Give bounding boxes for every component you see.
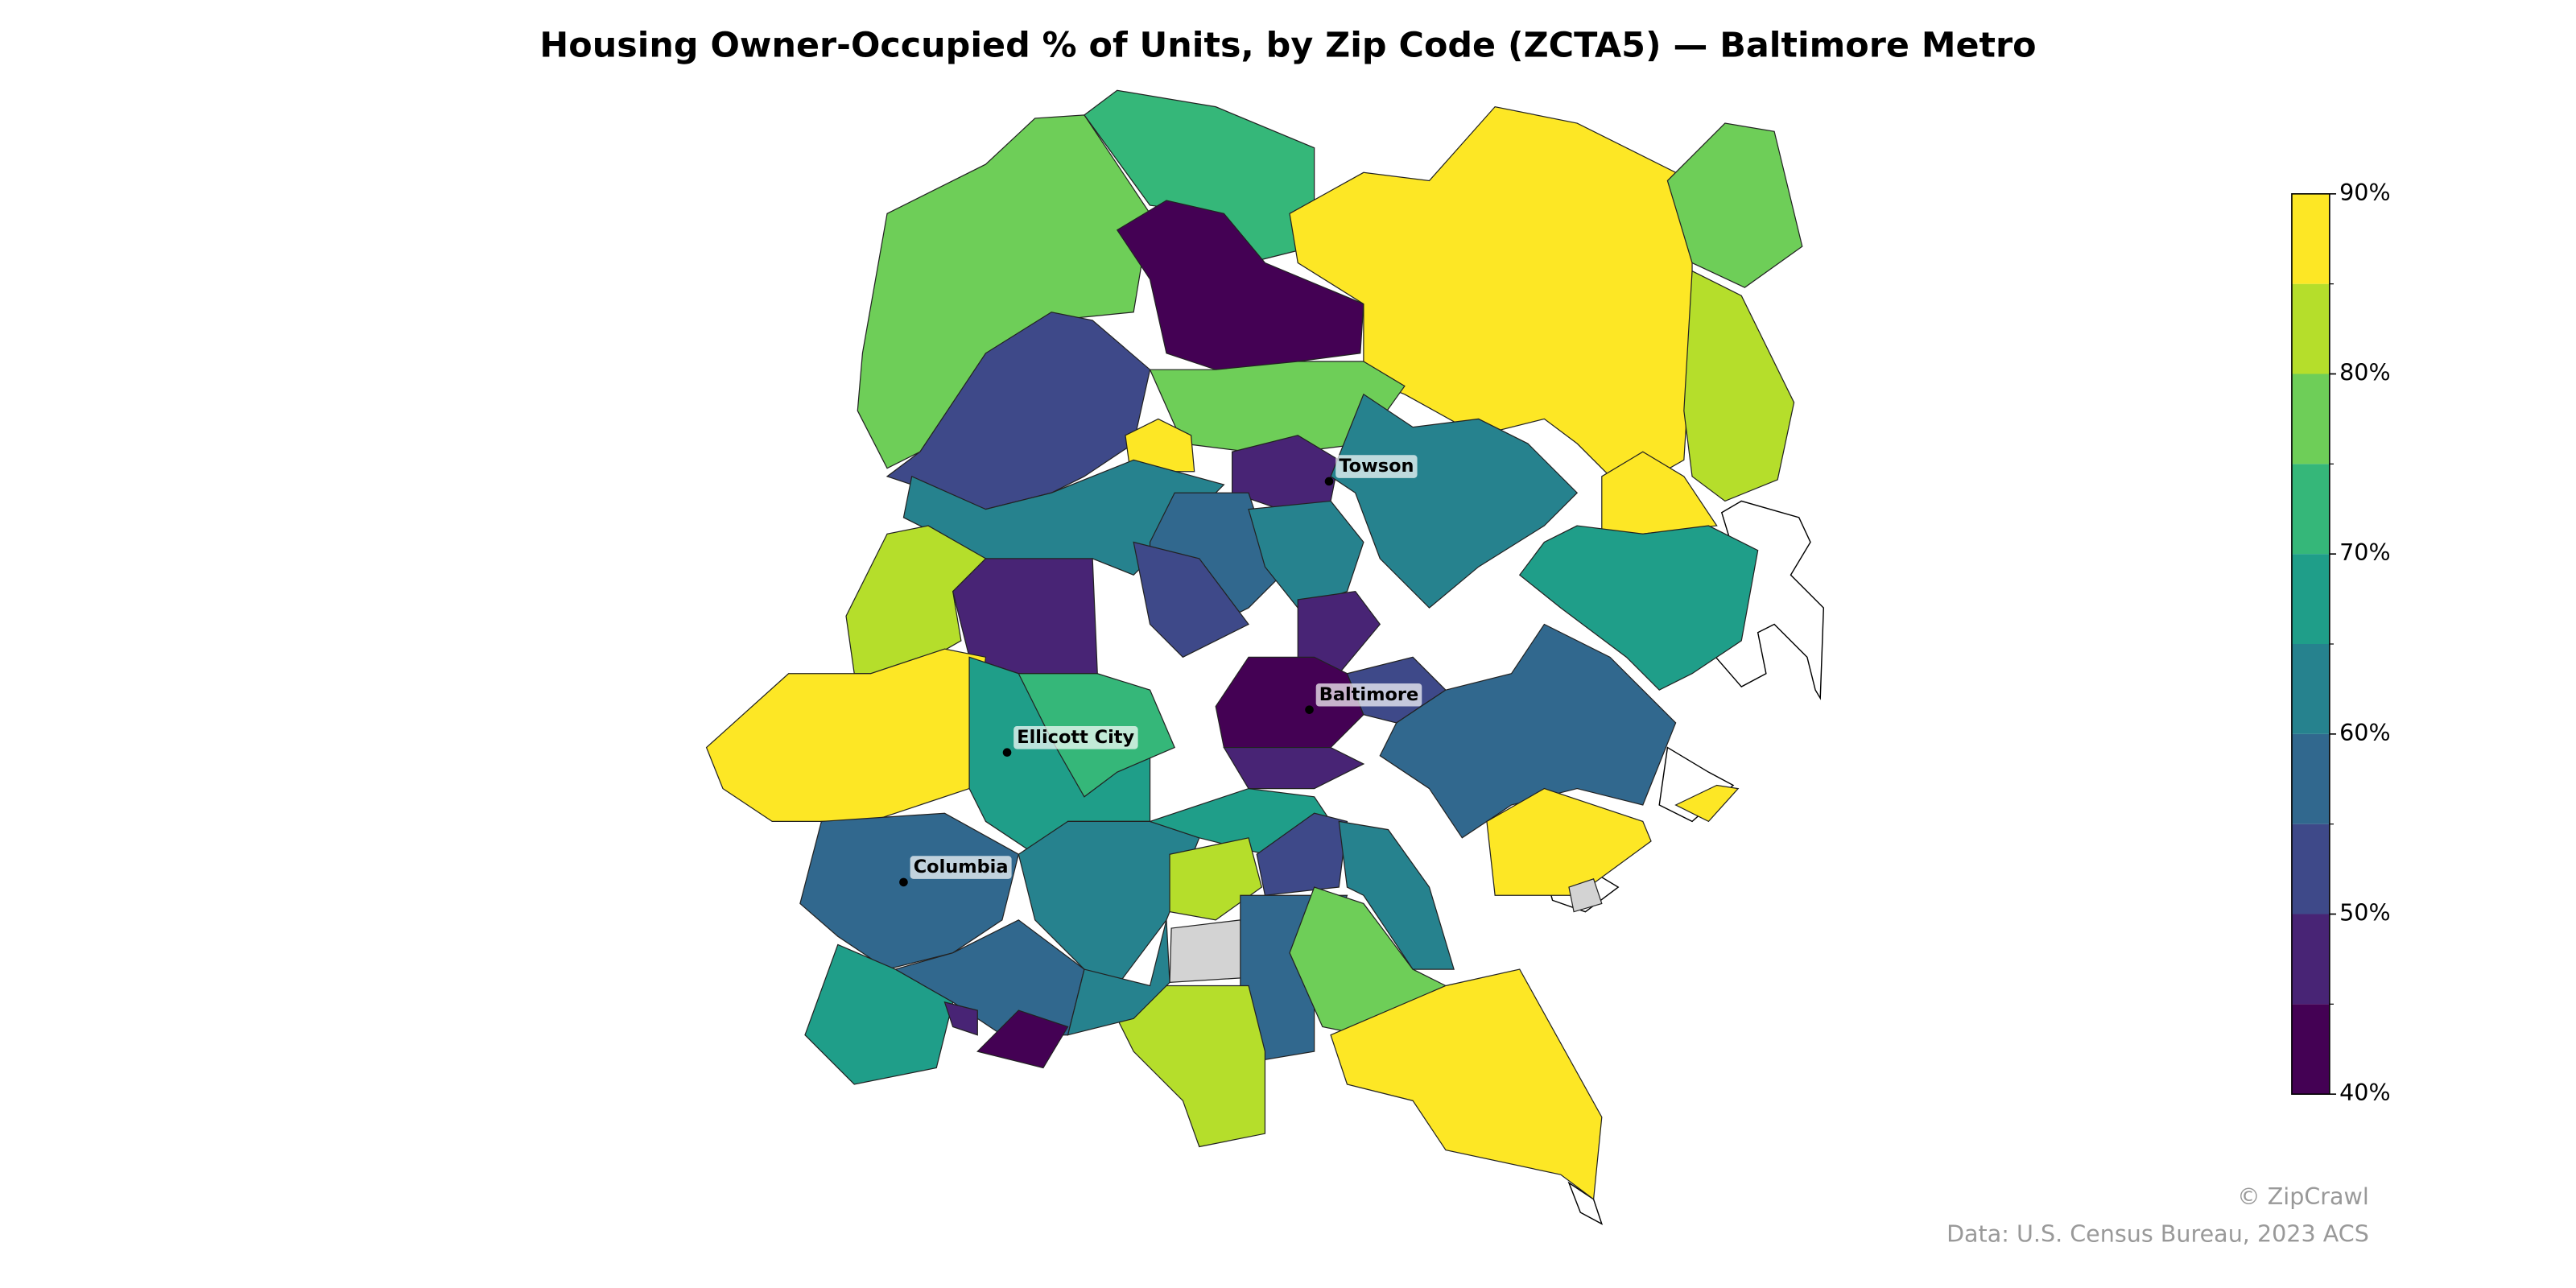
city-dot	[1305, 705, 1314, 714]
zip-region	[1116, 200, 1364, 370]
zip-region	[1297, 591, 1381, 675]
zip-region	[1674, 784, 1740, 823]
zip-region	[1486, 787, 1652, 896]
colorbar-tick-label: 50%	[2339, 899, 2390, 927]
city-label-box	[910, 856, 1012, 879]
outline	[1567, 1181, 1604, 1225]
colorbar-bin	[2291, 193, 2330, 284]
zip-region	[705, 648, 987, 823]
colorbar-tick-label: 40%	[2339, 1079, 2390, 1106]
colorbar-bin	[2291, 554, 2330, 644]
city-dot	[1324, 477, 1334, 486]
zip-region	[1223, 746, 1365, 790]
credit: © ZipCrawl	[2237, 1183, 2369, 1210]
zip-region	[976, 1009, 1069, 1069]
city-label-box	[1315, 683, 1422, 707]
zip-region	[1330, 393, 1579, 609]
city-label: Baltimore	[1319, 684, 1418, 705]
colorbar-frame	[2291, 193, 2330, 1095]
zip-region	[1289, 886, 1447, 1036]
zip-region	[1169, 919, 1249, 984]
city-label: Towson	[1339, 456, 1414, 477]
city-label-box	[1335, 455, 1418, 478]
zip-region	[1169, 837, 1263, 921]
cities: Towson Baltimore Ellicott City Columbia	[899, 455, 1422, 887]
zip-region	[1116, 985, 1266, 1148]
zip-region	[1338, 820, 1455, 970]
credit: Data: U.S. Census Bureau, 2023 ACS	[1946, 1220, 2369, 1248]
city-dot	[899, 877, 908, 887]
city-label: Columbia	[914, 857, 1009, 877]
colorbar-bin	[2291, 1004, 2330, 1095]
city-label-box	[1013, 726, 1138, 749]
zip-region	[1067, 919, 1170, 1036]
zip-region	[1666, 122, 1803, 288]
colorbar-bin	[2291, 733, 2330, 824]
zip-region	[857, 114, 1151, 469]
city-dot	[1002, 748, 1012, 757]
colorbar-bin	[2291, 824, 2330, 914]
map-title: Housing Owner-Occupied % of Units, by Zi…	[539, 26, 2036, 66]
zip-region	[1330, 968, 1603, 1200]
zip-region	[799, 812, 1020, 970]
colorbar-tick-label: 90%	[2339, 179, 2390, 206]
zip-region	[1379, 623, 1677, 839]
regions	[705, 89, 1803, 1200]
colorbar-bin	[2291, 914, 2330, 1005]
colorbar-bin	[2291, 644, 2330, 734]
zip-region	[1248, 500, 1364, 609]
city-label: Ellicott City	[1017, 727, 1134, 748]
colorbar-tick-label: 80%	[2339, 358, 2390, 386]
zip-region	[1568, 878, 1603, 913]
colorbar-bin	[2291, 283, 2330, 374]
zip-region	[943, 1001, 978, 1036]
colorbar-bin	[2291, 374, 2330, 464]
colorbar-tick-label: 70%	[2339, 539, 2390, 566]
colorbar-bin	[2291, 464, 2330, 555]
zip-region	[1683, 270, 1795, 502]
colorbar-tick-label: 60%	[2339, 719, 2390, 746]
zip-region	[1518, 525, 1759, 691]
colorbar: 40% 50% 60% 70% 80% 90%	[2291, 179, 2391, 1106]
zip-region	[1133, 541, 1249, 658]
